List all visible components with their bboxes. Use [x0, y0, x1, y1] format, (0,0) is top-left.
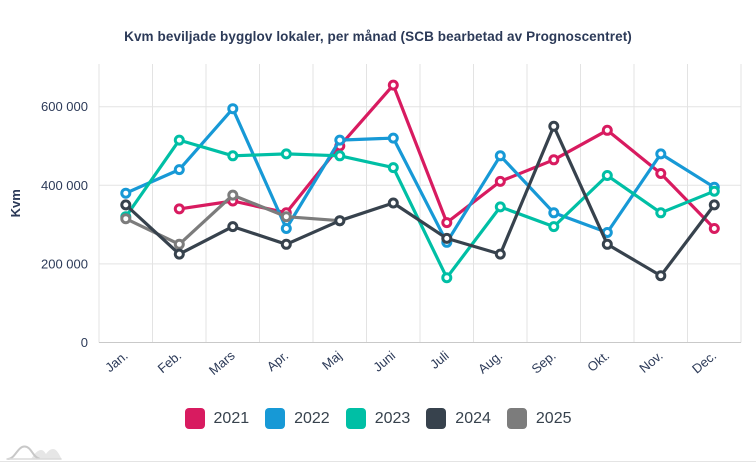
- legend-item-2025[interactable]: 2025: [506, 408, 572, 429]
- x-tick-label: Mars: [206, 347, 238, 377]
- data-point[interactable]: [548, 120, 560, 132]
- data-point[interactable]: [441, 232, 453, 244]
- x-tick-label: Nov.: [636, 348, 665, 376]
- data-point[interactable]: [280, 238, 292, 250]
- data-point[interactable]: [173, 134, 185, 146]
- data-point[interactable]: [441, 272, 453, 284]
- series-line-2023: [124, 138, 716, 280]
- legend-label: 2024: [455, 409, 491, 427]
- data-point[interactable]: [655, 168, 667, 179]
- data-point[interactable]: [655, 207, 667, 219]
- data-point[interactable]: [548, 221, 560, 233]
- series-2022: [120, 103, 720, 248]
- legend-label: 2022: [294, 409, 330, 427]
- y-tick-label: 200 000: [41, 256, 88, 271]
- data-point[interactable]: [601, 170, 613, 181]
- data-point[interactable]: [334, 215, 346, 227]
- x-tick-label: Maj: [319, 348, 345, 373]
- series-line-2024: [124, 124, 716, 278]
- y-tick-label: 400 000: [41, 178, 88, 193]
- legend-item-2022[interactable]: 2022: [265, 408, 330, 429]
- data-point[interactable]: [494, 248, 506, 260]
- data-point[interactable]: [387, 79, 399, 91]
- legend-label: 2025: [535, 409, 572, 427]
- data-point[interactable]: [280, 223, 292, 234]
- line-chart: 0 200 000 400 000 600 000 Kvm Jan. Feb. Mars Apr…: [8, 64, 742, 378]
- series-2021: [173, 79, 720, 234]
- x-tick-label: Sep.: [529, 348, 559, 377]
- data-point[interactable]: [708, 199, 720, 211]
- y-tick-label: 0: [81, 335, 88, 350]
- data-point[interactable]: [227, 221, 239, 233]
- data-point[interactable]: [387, 162, 399, 174]
- x-axis-labels: Jan. Feb. Mars Apr. Maj Juni Juli Aug. Sep. Okt. N…: [102, 347, 719, 377]
- series-line-2022: [124, 107, 716, 244]
- legend-label: 2021: [213, 409, 250, 427]
- data-point[interactable]: [173, 164, 185, 176]
- x-tick-label: Apr.: [264, 348, 291, 374]
- legend-item-2024[interactable]: 2024: [426, 408, 491, 429]
- footer-divider: [0, 461, 756, 462]
- x-tick-label: Juni: [370, 348, 398, 375]
- data-point[interactable]: [387, 197, 399, 209]
- data-point[interactable]: [494, 201, 506, 213]
- legend-swatch-2022: [265, 408, 286, 429]
- data-point[interactable]: [548, 154, 560, 166]
- data-point[interactable]: [601, 124, 613, 136]
- x-tick-label: Okt.: [584, 348, 612, 375]
- data-point[interactable]: [173, 238, 185, 250]
- y-axis-title: Kvm: [8, 189, 23, 217]
- legend-swatch-2024: [426, 408, 447, 429]
- x-tick-label: Jan.: [102, 348, 130, 375]
- data-point[interactable]: [173, 203, 185, 215]
- data-point[interactable]: [120, 187, 132, 199]
- legend-swatch-2023: [345, 408, 366, 429]
- data-point[interactable]: [601, 238, 613, 250]
- series-2025: [120, 189, 346, 250]
- legend-swatch-2021: [184, 408, 205, 429]
- data-point[interactable]: [227, 103, 239, 115]
- x-tick-label: Feb.: [155, 348, 185, 376]
- x-tick-label: Dec.: [689, 348, 719, 377]
- data-point[interactable]: [494, 175, 506, 187]
- data-point[interactable]: [441, 217, 453, 229]
- legend-item-2021[interactable]: 2021: [184, 408, 250, 429]
- data-point[interactable]: [494, 150, 506, 162]
- y-tick-label: 600 000: [41, 99, 88, 114]
- data-point[interactable]: [227, 189, 239, 201]
- legend-item-2023[interactable]: 2023: [345, 408, 411, 429]
- chart-legend: 2021 2022 2023 2024 2025: [0, 408, 756, 429]
- x-tick-label: Juli: [427, 348, 452, 372]
- data-point[interactable]: [227, 150, 239, 162]
- data-point[interactable]: [120, 213, 132, 225]
- chart-title: Kvm beviljade bygglov lokaler, per månad…: [124, 29, 632, 44]
- data-point[interactable]: [655, 148, 667, 160]
- data-point[interactable]: [655, 270, 667, 282]
- data-point[interactable]: [708, 185, 720, 197]
- data-point[interactable]: [334, 134, 346, 146]
- prognoscentret-mountains-logo: [6, 445, 62, 460]
- data-point[interactable]: [280, 148, 292, 160]
- data-point[interactable]: [173, 248, 185, 260]
- data-point[interactable]: [387, 132, 399, 144]
- legend-label: 2023: [374, 409, 411, 427]
- data-point[interactable]: [708, 223, 720, 234]
- y-axis-labels: 0 200 000 400 000 600 000: [41, 99, 88, 350]
- data-point[interactable]: [280, 211, 292, 223]
- series-2024: [120, 120, 720, 282]
- series-2023: [120, 134, 720, 284]
- x-tick-label: Aug.: [475, 348, 505, 377]
- legend-swatch-2025: [506, 408, 527, 429]
- data-point[interactable]: [120, 199, 132, 211]
- data-point[interactable]: [334, 150, 346, 162]
- data-point[interactable]: [548, 207, 560, 219]
